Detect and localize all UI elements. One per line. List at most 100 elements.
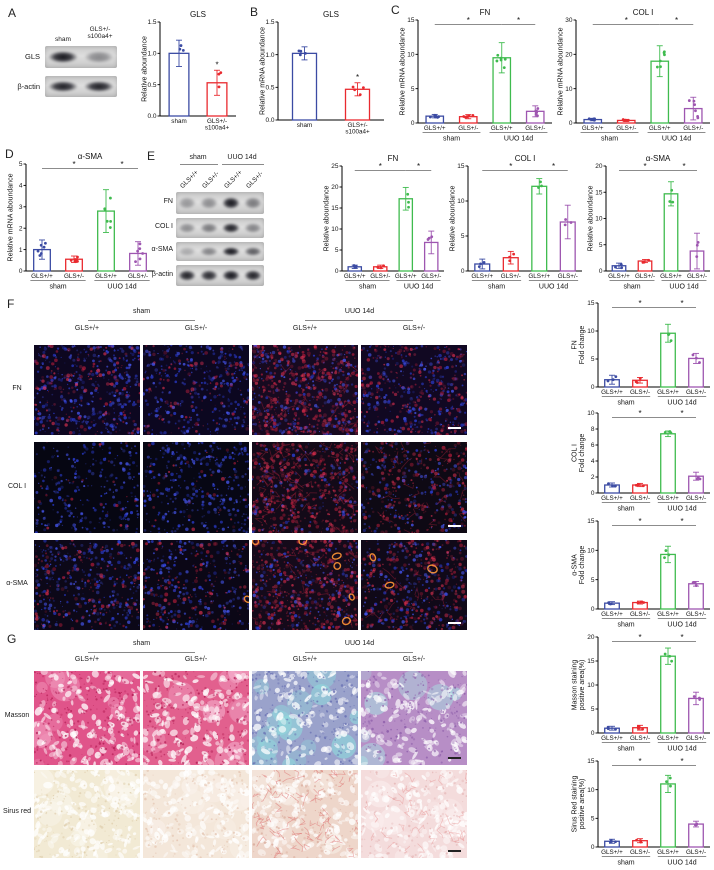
svg-text:sham: sham bbox=[359, 284, 376, 291]
blot-row-label-fn: FN bbox=[163, 198, 173, 205]
svg-text:5: 5 bbox=[461, 233, 465, 240]
svg-text:sham: sham bbox=[617, 746, 634, 753]
svg-text:10: 10 bbox=[565, 86, 573, 93]
svg-text:GLS+/+: GLS+/+ bbox=[344, 273, 366, 280]
chart-svg: 0 10 20 30 * * COL I Relative mRNA aboundance GL… bbox=[558, 8, 710, 143]
blot-band bbox=[84, 51, 114, 63]
chart-col1-foldchange: 0 2 4 6 8 10 * * COL I Fold change GLS+/+ GLS+/- GLS… bbox=[570, 406, 714, 514]
svg-text:FN: FN bbox=[480, 8, 491, 17]
svg-text:GLS+/-: GLS+/- bbox=[683, 125, 703, 132]
svg-text:4: 4 bbox=[19, 183, 23, 190]
blot-band bbox=[84, 81, 114, 92]
chart-svg: 0 5 10 15 20 25 * * FN Relative aboundance GLS+/+ G… bbox=[324, 154, 444, 291]
blot-band bbox=[48, 81, 78, 92]
svg-text:1.5: 1.5 bbox=[147, 19, 156, 26]
svg-text:GLS+/+: GLS+/+ bbox=[657, 611, 679, 618]
svg-text:10: 10 bbox=[587, 328, 595, 335]
svg-text:GLS+/-: GLS+/- bbox=[421, 273, 441, 280]
svg-text:sham: sham bbox=[49, 284, 66, 291]
svg-text:Fold change: Fold change bbox=[579, 434, 586, 473]
panel-label-g: G bbox=[7, 632, 17, 646]
svg-text:sham: sham bbox=[443, 136, 460, 143]
svg-text:GLS+/-: GLS+/- bbox=[630, 495, 650, 502]
svg-text:UUO 14d: UUO 14d bbox=[667, 860, 696, 867]
svg-text:sham: sham bbox=[617, 506, 634, 513]
svg-text:*: * bbox=[680, 757, 683, 766]
blot-group-underline-uuo bbox=[222, 164, 264, 165]
g-row-label-sirusred: Sirus red bbox=[2, 808, 31, 815]
svg-text:30: 30 bbox=[565, 17, 573, 24]
svg-text:GLS: GLS bbox=[323, 10, 339, 19]
svg-text:*: * bbox=[467, 16, 470, 25]
chart-svg: 0 5 10 15 20 * * Masson staining positive area(%… bbox=[572, 633, 710, 753]
micrograph-sirusred-1 bbox=[34, 770, 140, 858]
svg-text:15: 15 bbox=[595, 189, 603, 196]
g-col-label-3: GLS+/+ bbox=[292, 656, 318, 663]
svg-text:0: 0 bbox=[569, 120, 573, 127]
svg-text:GLS+/-: GLS+/- bbox=[370, 273, 390, 280]
chart-fn-foldchange: 0 5 10 15 * * FN Fold change GLS+/+ GLS+/- GLS+/+ G… bbox=[570, 296, 714, 408]
svg-text:sham: sham bbox=[171, 118, 186, 125]
svg-text:Relative mRNA aboundance: Relative mRNA aboundance bbox=[8, 173, 15, 261]
blot-row-label-asma: α-SMA bbox=[151, 246, 173, 253]
svg-text:Relative aboundance: Relative aboundance bbox=[324, 186, 331, 252]
svg-text:GLS+/-: GLS+/- bbox=[686, 735, 706, 742]
svg-text:*: * bbox=[638, 299, 641, 308]
chart-svg: 0.0 0.5 1.0 1.5 * GLS Relative aboundance sham G… bbox=[142, 10, 236, 132]
svg-text:GLS+/-: GLS+/- bbox=[687, 273, 707, 280]
svg-text:0: 0 bbox=[591, 844, 595, 851]
chart-sirusred-positive-area: 0 5 10 15 * * Sirus Red staining positive area(… bbox=[570, 754, 714, 868]
blot-row-label-bactin: β-actin bbox=[17, 82, 40, 91]
svg-text:GLS+/-: GLS+/- bbox=[207, 118, 227, 125]
svg-text:10: 10 bbox=[587, 410, 595, 417]
chart-fn-protein: 0 5 10 15 20 25 * * FN Relative aboundance GLS+/+ G… bbox=[322, 152, 448, 292]
svg-text:1.0: 1.0 bbox=[147, 51, 156, 58]
panel-label-e: E bbox=[147, 149, 156, 163]
svg-text:GLS+/+: GLS+/+ bbox=[601, 389, 623, 396]
svg-text:GLS+/+: GLS+/+ bbox=[657, 495, 679, 502]
svg-text:α-SMA: α-SMA bbox=[572, 554, 579, 576]
svg-text:Relative aboundance: Relative aboundance bbox=[450, 186, 457, 252]
western-blot-gls bbox=[45, 46, 117, 68]
svg-text:*: * bbox=[552, 162, 555, 171]
svg-text:0: 0 bbox=[591, 384, 595, 391]
g-row-label-masson: Masson bbox=[4, 712, 30, 719]
svg-text:GLS+/+: GLS+/+ bbox=[31, 273, 53, 280]
svg-text:5: 5 bbox=[19, 161, 23, 168]
blot-band bbox=[199, 270, 218, 281]
micrograph-fn-2 bbox=[143, 345, 249, 435]
chart-gls-protein-abundance: 0.0 0.5 1.0 1.5 * GLS Relative aboundance sham G… bbox=[140, 8, 240, 134]
blot-row-label-col1: COL I bbox=[154, 223, 173, 230]
svg-text:GLS+/+: GLS+/+ bbox=[471, 273, 493, 280]
svg-text:UUO 14d: UUO 14d bbox=[662, 136, 691, 143]
svg-text:UUO 14d: UUO 14d bbox=[404, 284, 433, 291]
svg-text:0.0: 0.0 bbox=[147, 113, 156, 120]
svg-text:*: * bbox=[680, 517, 683, 526]
svg-text:*: * bbox=[517, 16, 520, 25]
svg-text:5: 5 bbox=[335, 247, 339, 254]
svg-text:sham: sham bbox=[617, 622, 634, 629]
svg-text:6: 6 bbox=[591, 442, 595, 449]
svg-text:*: * bbox=[680, 633, 683, 642]
svg-text:GLS+/+: GLS+/+ bbox=[95, 273, 117, 280]
g-group-label-sham: sham bbox=[132, 640, 151, 647]
svg-text:25: 25 bbox=[331, 163, 339, 170]
svg-text:positive area(%): positive area(%) bbox=[579, 779, 586, 830]
chart-svg: 0.0 0.5 1.0 1.5 * GLS Relative mRNA aboundance… bbox=[260, 10, 384, 136]
svg-text:GLS+/-: GLS+/- bbox=[525, 125, 545, 132]
svg-text:UUO 14d: UUO 14d bbox=[669, 284, 698, 291]
f-group-underline-sham bbox=[88, 320, 195, 321]
svg-text:GLS+/+: GLS+/+ bbox=[601, 735, 623, 742]
svg-text:GLS+/-: GLS+/- bbox=[635, 273, 655, 280]
micrograph-sirusred-2 bbox=[143, 770, 249, 858]
svg-text:5: 5 bbox=[411, 86, 415, 93]
western-blot-col1 bbox=[176, 218, 264, 238]
svg-text:GLS+/-: GLS+/- bbox=[558, 273, 578, 280]
svg-text:Fold change: Fold change bbox=[579, 546, 586, 585]
g-group-underline-sham bbox=[88, 652, 195, 653]
svg-text:1.5: 1.5 bbox=[265, 19, 274, 26]
chart-asma-mrna: 0 1 2 3 4 5 * * α-SMA Relative mRNA aboundance GLS… bbox=[6, 150, 158, 292]
blot-band bbox=[199, 246, 218, 257]
svg-text:sham: sham bbox=[297, 122, 312, 129]
